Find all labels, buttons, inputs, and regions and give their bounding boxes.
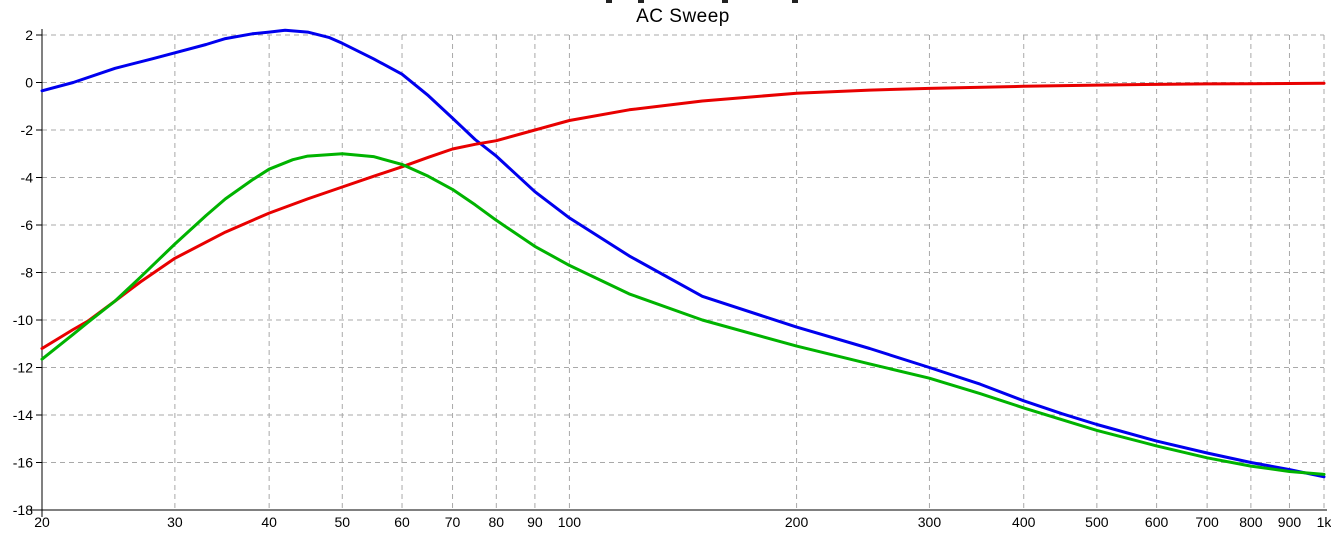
x-tick-label: 900 [1278,514,1302,530]
y-tick-label: -4 [21,170,34,186]
x-tick-label: 500 [1085,514,1109,530]
y-tick-label: -2 [21,122,34,138]
x-tick-label: 1k [1317,514,1331,530]
x-tick-label: 50 [334,514,350,530]
x-tick-label: 40 [261,514,277,530]
clipped-text-remnant [606,0,612,3]
y-tick-label: -18 [13,502,33,518]
x-tick-label: 700 [1195,514,1219,530]
trace-green [40,152,1326,476]
x-tick-label: 80 [489,514,505,530]
clipped-text-remnant [638,0,644,3]
y-tick-label: 0 [25,75,33,91]
x-tick-label: 300 [918,514,942,530]
x-tick-label: 70 [445,514,461,530]
y-tick-label: -10 [13,312,33,328]
y-tick-label: -16 [13,455,33,471]
trace-blue [40,28,1326,479]
clipped-text-remnant [722,0,728,3]
y-tick-label: -6 [21,217,34,233]
x-tick-label: 200 [785,514,809,530]
y-tick-label: -8 [21,265,34,281]
x-tick-label: 100 [558,514,582,530]
x-tick-label: 20 [34,514,50,530]
x-tick-label: 600 [1145,514,1169,530]
x-tick-label: 400 [1012,514,1036,530]
x-tick-label: 90 [527,514,543,530]
x-tick-label: 800 [1239,514,1263,530]
y-tick-label: 2 [25,27,33,43]
trace-red [40,81,1326,350]
clipped-text-remnant [792,0,798,3]
x-tick-label: 30 [167,514,183,530]
y-tick-label: -12 [13,360,33,376]
x-tick-label: 60 [394,514,410,530]
y-tick-label: -14 [13,407,33,423]
chart-title: AC Sweep [636,6,730,27]
